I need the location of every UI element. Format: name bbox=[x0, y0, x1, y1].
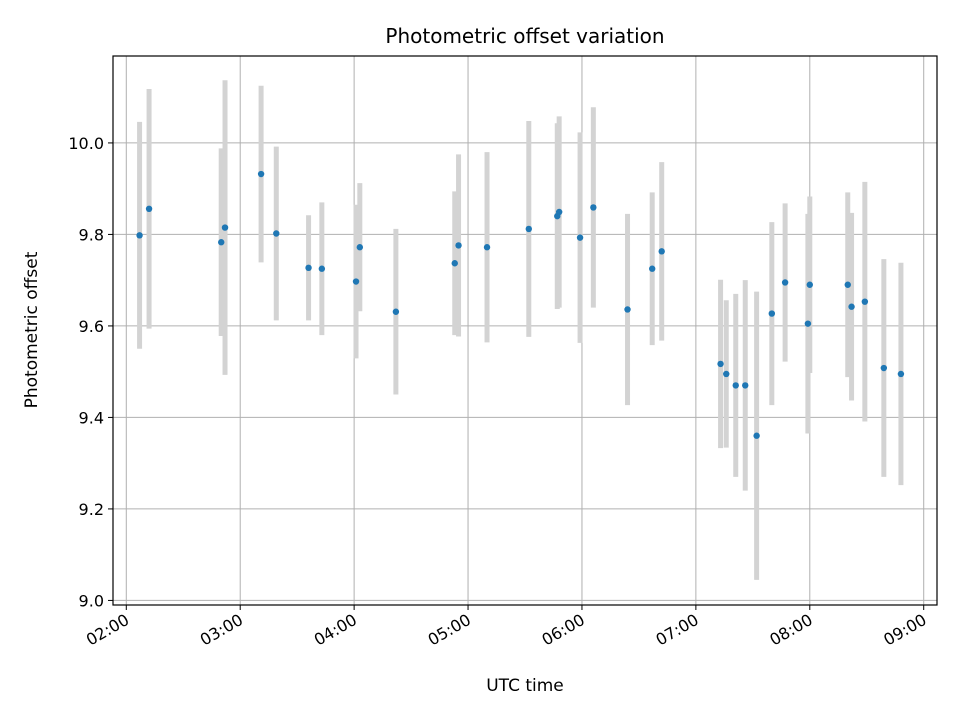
data-point bbox=[742, 382, 749, 389]
data-point bbox=[392, 308, 400, 315]
y-tick-label: 9.2 bbox=[79, 500, 104, 519]
x-tick-label: 02:00 bbox=[83, 610, 132, 650]
data-point bbox=[218, 239, 225, 246]
x-tick-label: 06:00 bbox=[539, 610, 588, 650]
data-point bbox=[136, 232, 143, 239]
data-point bbox=[768, 310, 776, 317]
x-tick-label: 08:00 bbox=[766, 610, 815, 650]
data-point bbox=[897, 370, 905, 378]
data-point bbox=[576, 234, 584, 241]
data-point bbox=[732, 382, 739, 389]
data-point bbox=[356, 244, 364, 251]
data-point bbox=[804, 320, 812, 327]
data-point bbox=[525, 225, 532, 233]
data-point bbox=[806, 281, 813, 288]
data-point bbox=[717, 360, 724, 368]
point-layer bbox=[136, 170, 905, 439]
x-tick-label: 03:00 bbox=[197, 610, 246, 650]
x-tick-label: 04:00 bbox=[311, 610, 360, 650]
y-tick-label: 9.4 bbox=[79, 408, 104, 427]
y-axis-label: Photometric offset bbox=[22, 251, 42, 408]
data-point bbox=[624, 306, 631, 313]
data-point bbox=[455, 242, 462, 249]
x-tick-label: 07:00 bbox=[652, 610, 701, 650]
data-point bbox=[257, 170, 265, 178]
y-tick-label: 9.8 bbox=[79, 225, 104, 244]
x-tick-label: 09:00 bbox=[880, 610, 929, 650]
data-point bbox=[318, 265, 326, 272]
data-point bbox=[273, 230, 280, 237]
x-axis-label: UTC time bbox=[486, 676, 564, 696]
data-point bbox=[658, 248, 665, 255]
data-point bbox=[590, 204, 597, 211]
data-point bbox=[221, 224, 229, 231]
data-point bbox=[483, 244, 491, 251]
grid-layer bbox=[113, 56, 937, 605]
tick-layer: 02:00 03:00 04:00 05:00 06:00 07:00 08:00 09:00… bbox=[68, 134, 929, 650]
y-tick-label: 9.0 bbox=[79, 591, 104, 610]
data-point bbox=[880, 364, 888, 372]
data-point bbox=[649, 265, 656, 272]
data-point bbox=[753, 432, 760, 439]
errorbar-layer bbox=[137, 80, 904, 580]
y-tick-label: 9.6 bbox=[79, 317, 104, 336]
plot-frame bbox=[112, 55, 938, 606]
x-tick-label: 05:00 bbox=[425, 610, 474, 650]
chart-title: Photometric offset variation bbox=[385, 24, 664, 48]
data-point bbox=[555, 208, 563, 216]
data-point bbox=[844, 281, 851, 288]
data-point bbox=[723, 370, 730, 378]
data-point bbox=[145, 205, 153, 213]
data-point bbox=[451, 260, 458, 267]
data-point bbox=[781, 279, 789, 286]
data-point bbox=[352, 278, 360, 285]
y-tick-label: 10.0 bbox=[68, 134, 104, 153]
data-point bbox=[861, 298, 869, 305]
data-point bbox=[305, 264, 312, 272]
data-point bbox=[848, 303, 855, 310]
